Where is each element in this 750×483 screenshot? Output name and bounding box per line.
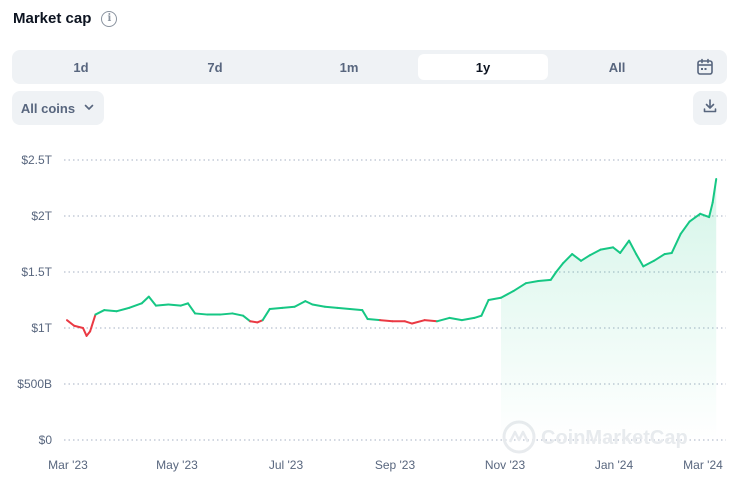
line-segment bbox=[218, 312, 234, 316]
line-segment bbox=[167, 303, 182, 307]
line-segment bbox=[311, 303, 326, 308]
line-segment bbox=[512, 282, 527, 293]
line-segment bbox=[711, 178, 718, 204]
area-fill bbox=[501, 179, 717, 440]
line-segment bbox=[460, 316, 476, 322]
line-segment bbox=[679, 220, 691, 235]
line-segment bbox=[94, 309, 106, 316]
line-segment bbox=[66, 319, 76, 327]
line-segment bbox=[619, 239, 631, 254]
line-segment bbox=[562, 253, 574, 265]
line-segment bbox=[571, 253, 583, 262]
y-tick-label: $0 bbox=[39, 433, 53, 447]
y-tick-label: $2.5T bbox=[21, 153, 52, 167]
page-title: Market cap bbox=[13, 10, 92, 27]
y-axis: $0 $500B $1T $1.5T $2T $2.5T bbox=[17, 153, 52, 447]
download-icon bbox=[702, 98, 718, 119]
line-segment bbox=[379, 319, 394, 323]
line-segment bbox=[555, 262, 565, 273]
line-segment bbox=[699, 212, 711, 219]
line-segment bbox=[612, 246, 622, 254]
line-segment bbox=[480, 299, 490, 317]
line-segment bbox=[128, 302, 143, 309]
line-segment bbox=[537, 278, 552, 282]
line-segment bbox=[642, 259, 655, 268]
line-segment bbox=[473, 314, 483, 319]
line-segment bbox=[448, 316, 463, 322]
line-segment bbox=[688, 212, 702, 223]
line-segment bbox=[423, 319, 438, 323]
line-segment bbox=[635, 253, 645, 268]
y-tick-label: $500B bbox=[17, 377, 52, 391]
line-segment bbox=[147, 295, 157, 307]
line-segment bbox=[140, 295, 150, 305]
market-cap-chart[interactable]: $0 $500B $1T $1.5T $2T $2.5T Mar '23 May '23 Ju… bbox=[0, 140, 750, 480]
tab-1d[interactable]: 1d bbox=[73, 59, 89, 75]
y-tick-label: $1.5T bbox=[21, 265, 52, 279]
line-segment bbox=[293, 300, 307, 308]
line-segment bbox=[179, 302, 189, 307]
line-segment bbox=[73, 324, 85, 329]
line-segment bbox=[304, 300, 314, 306]
x-tick-label: Mar '23 bbox=[48, 458, 88, 472]
x-axis: Mar '23 May '23 Jul '23 Sep '23 Nov '23 Jan '… bbox=[48, 458, 723, 472]
line-segment bbox=[549, 271, 558, 281]
info-icon[interactable]: i bbox=[101, 10, 118, 27]
x-tick-label: May '23 bbox=[156, 458, 198, 472]
line-segment bbox=[323, 305, 339, 309]
line-segment bbox=[670, 232, 682, 254]
line-segment bbox=[348, 307, 364, 312]
header: Market cap i bbox=[13, 10, 118, 27]
line-segment bbox=[411, 319, 426, 325]
line-segment bbox=[231, 312, 245, 317]
line-segment bbox=[435, 316, 451, 323]
y-tick-label: $1T bbox=[31, 321, 52, 335]
line-segment bbox=[186, 302, 197, 315]
line-segment bbox=[524, 279, 540, 285]
line-segment bbox=[663, 251, 673, 256]
line-segment bbox=[366, 318, 382, 322]
line-segment bbox=[708, 201, 714, 219]
line-segment bbox=[89, 313, 97, 333]
x-tick-label: Mar '24 bbox=[683, 458, 723, 472]
x-tick-label: Sep '23 bbox=[375, 458, 416, 472]
line-segment bbox=[82, 327, 88, 337]
line-segment bbox=[652, 253, 666, 262]
tab-all[interactable]: All bbox=[608, 59, 626, 75]
line-segment bbox=[261, 307, 271, 322]
tab-7d[interactable]: 7d bbox=[207, 59, 223, 75]
calendar-icon[interactable] bbox=[695, 57, 715, 77]
line-segment bbox=[336, 306, 351, 310]
line-segment bbox=[242, 314, 252, 323]
download-button[interactable] bbox=[693, 91, 727, 125]
line-segment bbox=[268, 306, 284, 310]
line-segment bbox=[628, 239, 638, 256]
x-tick-label: Nov '23 bbox=[485, 458, 526, 472]
time-range-tabs: 1d 7d 1m 1y All bbox=[12, 50, 727, 84]
x-tick-label: Jul '23 bbox=[269, 458, 304, 472]
line-segment bbox=[361, 309, 369, 321]
line-segment bbox=[588, 248, 602, 257]
line-segment bbox=[580, 254, 591, 262]
line-segment bbox=[403, 320, 414, 325]
line-segment bbox=[154, 303, 170, 307]
coins-dropdown-label: All coins bbox=[20, 100, 76, 116]
tab-1y[interactable]: 1y bbox=[418, 54, 548, 80]
line-segment bbox=[103, 309, 118, 313]
price-line bbox=[66, 178, 718, 337]
line-segment bbox=[500, 290, 515, 299]
chevron-down-icon bbox=[83, 101, 95, 116]
y-tick-label: $2T bbox=[31, 209, 52, 223]
coins-dropdown[interactable]: All coins bbox=[12, 91, 104, 125]
line-segment bbox=[487, 296, 502, 301]
tab-1m[interactable]: 1m bbox=[339, 59, 359, 75]
line-segment bbox=[194, 312, 209, 316]
x-tick-label: Jan '24 bbox=[595, 458, 634, 472]
line-segment bbox=[281, 305, 296, 309]
line-segment bbox=[115, 306, 131, 313]
line-segment bbox=[599, 246, 615, 251]
line-segment bbox=[249, 320, 259, 324]
